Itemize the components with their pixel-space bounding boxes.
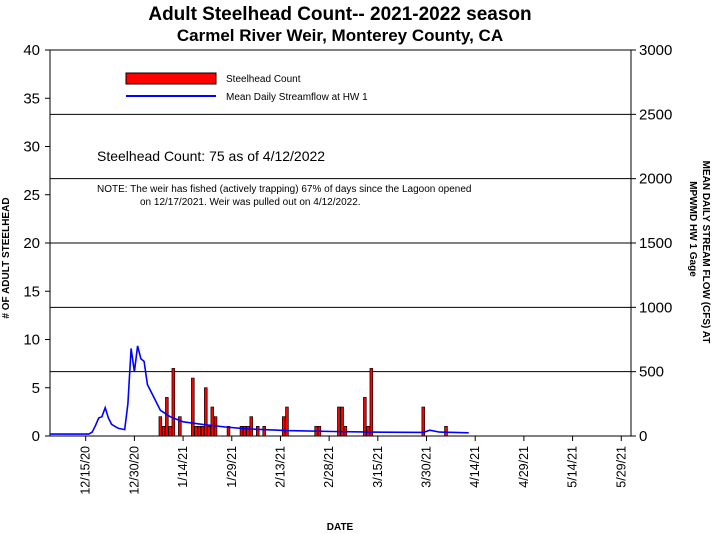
left-tick-label: 30 [23, 139, 40, 156]
bar [249, 416, 253, 437]
legend-bar-swatch [125, 72, 217, 85]
bar [158, 416, 163, 437]
right-tick-label: 2000 [639, 171, 672, 188]
bar [191, 377, 195, 437]
bar [197, 426, 202, 437]
bar [281, 416, 286, 437]
note-line-1: NOTE: The weir has fished (actively trap… [97, 184, 471, 195]
bar [421, 406, 425, 437]
x-tick-label: 2/13/21 [273, 446, 287, 488]
gridlines [50, 113, 631, 373]
y-right-label-line2: MPWMD HW 1 Gage [687, 181, 698, 277]
y-right-label-line1: MEAN DAILY STREAM FLOW (CFS) AT [700, 161, 711, 344]
x-tick-label: 12/30/20 [127, 446, 141, 495]
legend-bar-label: Steelhead Count [226, 74, 301, 85]
bar [168, 426, 172, 437]
left-axis: 0 5 10 15 20 25 30 35 40 [23, 42, 50, 445]
right-tick-label: 3000 [639, 42, 672, 59]
chart-title: Adult Steelhead Count-- 2021-2022 season [148, 4, 531, 25]
bar [366, 426, 370, 437]
count-annotation: Steelhead Count: 75 as of 4/12/2022 [97, 148, 325, 164]
bar [239, 426, 244, 437]
x-tick-label: 3/15/21 [371, 446, 385, 488]
y-left-label: # OF ADULT STEELHEAD [1, 197, 12, 318]
bar [200, 426, 205, 437]
streamflow-line [50, 345, 469, 435]
x-axis: 12/15/20 12/30/20 1/14/21 1/29/21 2/13/21 2/2… [79, 436, 628, 495]
bar [340, 406, 344, 437]
x-tick-label: 4/14/21 [468, 446, 482, 488]
x-tick-label: 5/14/21 [566, 446, 580, 488]
left-tick-label: 15 [23, 283, 40, 300]
left-tick-label: 40 [23, 42, 40, 59]
bar [262, 426, 266, 437]
x-tick-label: 3/30/21 [420, 446, 434, 488]
right-tick-label: 0 [639, 428, 647, 445]
legend-line-label: Mean Daily Streamflow at HW 1 [226, 92, 368, 103]
bar [165, 397, 169, 437]
bar [161, 426, 166, 437]
bar [204, 387, 208, 437]
left-tick-label: 25 [23, 187, 40, 204]
bar [207, 426, 211, 437]
right-tick-label: 500 [639, 364, 664, 381]
x-axis-label: DATE [327, 522, 354, 533]
x-tick-label: 12/15/20 [79, 446, 93, 495]
right-tick-label: 2500 [639, 106, 672, 123]
x-tick-label: 4/29/21 [517, 446, 531, 488]
bars [158, 368, 448, 437]
bar [444, 426, 448, 437]
bar [243, 426, 247, 437]
right-tick-label: 1000 [639, 299, 672, 316]
bar [178, 416, 182, 437]
chart-subtitle: Carmel River Weir, Monterey County, CA [177, 26, 503, 45]
bar [285, 406, 289, 437]
bar [210, 406, 215, 437]
bar [194, 426, 198, 437]
note-line-2: on 12/17/2021. Weir was pulled out on 4/… [140, 197, 361, 208]
right-tick-label: 1500 [639, 235, 672, 252]
bar [246, 426, 250, 437]
x-tick-label: 5/29/21 [614, 446, 628, 488]
left-tick-label: 10 [23, 332, 40, 349]
left-tick-label: 20 [23, 235, 40, 252]
left-tick-label: 0 [32, 428, 40, 445]
bar [369, 368, 374, 437]
bar [337, 406, 341, 437]
bar [226, 426, 231, 437]
x-tick-label: 1/29/21 [225, 446, 239, 488]
bar [171, 368, 176, 437]
x-tick-label: 1/14/21 [176, 446, 190, 488]
left-tick-label: 35 [23, 90, 40, 107]
x-tick-label: 2/28/21 [322, 446, 336, 488]
left-tick-label: 5 [32, 380, 40, 397]
bar [256, 426, 260, 437]
bar [363, 397, 367, 437]
right-axis: 0 500 1000 1500 2000 2500 3000 [631, 42, 672, 445]
